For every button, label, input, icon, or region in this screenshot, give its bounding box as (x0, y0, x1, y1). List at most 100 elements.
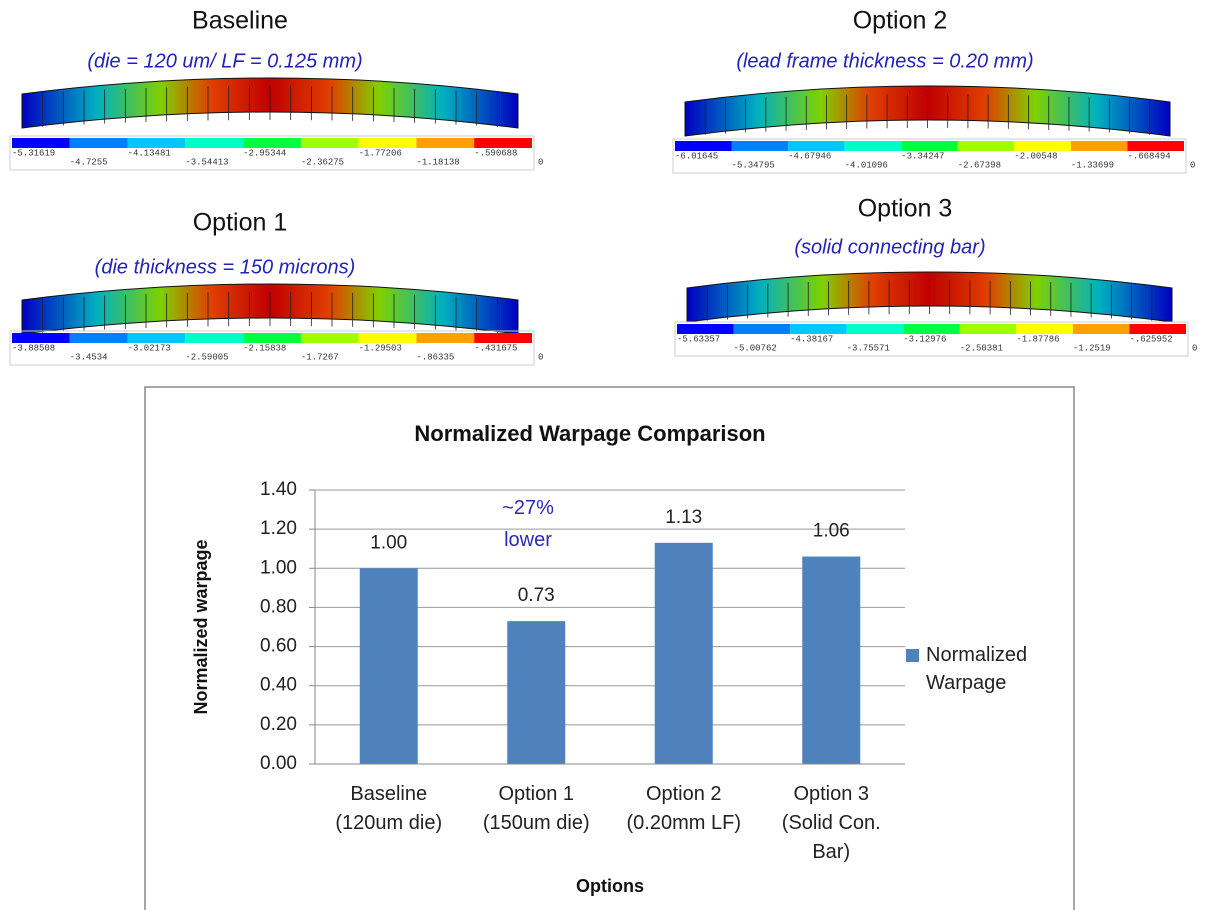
colorbar-label: -4.38167 (790, 334, 833, 344)
colorbar-label: 0 (1192, 343, 1197, 353)
bar (360, 568, 418, 764)
colorbar-segment (128, 138, 186, 148)
colorbar-label: -1.7267 (301, 352, 339, 362)
panel-title: Option 3 (858, 195, 953, 223)
colorbar-segment (359, 333, 417, 343)
colorbar-label: 0 (538, 352, 543, 362)
colorbar-segment (734, 324, 791, 334)
colorbar-segment (677, 324, 734, 334)
colorbar-label: -.668494 (1127, 151, 1170, 161)
x-tick-label: Option 1 (150um die) (461, 780, 611, 838)
colorbar-label: -2.59005 (185, 352, 228, 362)
value-label: 0.73 (518, 585, 555, 606)
colorbar-label: -3.34247 (901, 151, 944, 161)
colorbar-label: -4.01096 (845, 160, 888, 170)
colorbar-label: -5.31619 (12, 148, 55, 158)
colorbar-label: -6.01645 (675, 151, 718, 161)
y-tick-label: 0.20 (260, 714, 297, 735)
colorbar-segment (12, 333, 70, 343)
colorbar-segment (70, 333, 128, 343)
figure: Baseline (die = 120 um/ LF = 0.125 mm) -5.… (0, 0, 1210, 910)
y-tick-label: 0.40 (260, 675, 297, 696)
colorbar-segment (845, 141, 902, 151)
colorbar-label: -1.18138 (416, 157, 459, 167)
colorbar-label: -3.4534 (70, 352, 108, 362)
colorbar-label: -2.00548 (1014, 151, 1057, 161)
colorbar-segment (1073, 324, 1130, 334)
colorbar-label: -2.50381 (960, 343, 1003, 353)
colorbar-label: -2.67398 (958, 160, 1001, 170)
chart-title: Normalized Warpage Comparison (414, 421, 765, 446)
colorbar-label: -.590688 (474, 148, 517, 158)
colorbar-segment (474, 138, 532, 148)
colorbar-segment (960, 324, 1017, 334)
colorbar-segment (1016, 324, 1073, 334)
legend-swatch (906, 649, 919, 662)
colorbar-label: -3.12976 (903, 334, 946, 344)
colorbar-segment (70, 138, 128, 148)
colorbar-segment (416, 333, 474, 343)
colorbar-segment (301, 138, 359, 148)
colorbar-segment (1071, 141, 1128, 151)
colorbar-label: -1.33699 (1071, 160, 1114, 170)
x-tick-label: Option 2 (0.20mm LF) (609, 780, 759, 838)
colorbar-segment (788, 141, 845, 151)
colorbar-segment (903, 324, 960, 334)
colorbar-segment (847, 324, 904, 334)
bar (507, 621, 565, 764)
colorbar-label: -.86335 (416, 352, 454, 362)
colorbar-segment (958, 141, 1015, 151)
colorbar-label: -3.75571 (847, 343, 890, 353)
colorbar-segment (1127, 141, 1184, 151)
y-tick-label: 1.00 (260, 557, 297, 578)
colorbar-segment (301, 333, 359, 343)
colorbar-label: 0 (1190, 160, 1195, 170)
colorbar-segment (901, 141, 958, 151)
colorbar-label: 0 (538, 157, 543, 167)
colorbar-segment (790, 324, 847, 334)
subtitle: (die thickness = 150 microns) (95, 256, 356, 278)
page: Baseline (die = 120 um/ LF = 0.125 mm) -5.… (0, 0, 1210, 910)
colorbar-label: -3.88508 (12, 343, 55, 353)
colorbar-segment (359, 138, 417, 148)
value-label: 1.00 (370, 532, 407, 553)
colorbar-label: -1.87786 (1016, 334, 1059, 344)
colorbar-segment (128, 333, 186, 343)
colorbar-segment (1129, 324, 1186, 334)
colorbar-segment (416, 138, 474, 148)
y-tick-label: 0.60 (260, 636, 297, 657)
colorbar-label: -1.77206 (359, 148, 402, 158)
x-axis-title: Options (576, 876, 644, 896)
y-tick-label: 0.00 (260, 753, 297, 774)
x-tick-label: Baseline (120um die) (314, 780, 464, 838)
panel-title: Option 1 (193, 209, 288, 237)
colorbar-label: -2.36275 (301, 157, 344, 167)
panel-title: Option 2 (853, 7, 948, 35)
colorbar-label: -.625952 (1129, 334, 1172, 344)
colorbar-label: -2.95344 (243, 148, 286, 158)
colorbar-segment (675, 141, 732, 151)
y-tick-label: 1.20 (260, 518, 297, 539)
colorbar-label: -1.2519 (1073, 343, 1111, 353)
colorbar-label: -.431675 (474, 343, 517, 353)
colorbar-label: -5.63357 (677, 334, 720, 344)
colorbar-segment (732, 141, 789, 151)
legend-label: Normalized Warpage (926, 641, 1027, 697)
colorbar-label: -4.67946 (788, 151, 831, 161)
colorbar-label: -5.34795 (732, 160, 775, 170)
colorbar-label: -2.15838 (243, 343, 286, 353)
value-label: 1.13 (665, 507, 702, 528)
colorbar-label: -1.29503 (359, 343, 402, 353)
annotation: ~27% lower (468, 492, 588, 556)
colorbar-label: -4.7255 (70, 157, 108, 167)
colorbar-segment (474, 333, 532, 343)
value-label: 1.06 (813, 521, 850, 542)
subtitle: (solid connecting bar) (794, 236, 985, 258)
panel-title: Baseline (192, 7, 288, 35)
subtitle: (die = 120 um/ LF = 0.125 mm) (87, 50, 362, 72)
colorbar-segment (185, 138, 243, 148)
colorbar-label: -5.00762 (734, 343, 777, 353)
colorbar-segment (185, 333, 243, 343)
colorbar-label: -4.13481 (128, 148, 171, 158)
colorbar-segment (243, 333, 301, 343)
